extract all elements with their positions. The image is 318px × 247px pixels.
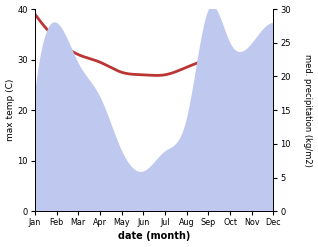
Y-axis label: max temp (C): max temp (C) bbox=[5, 79, 15, 141]
Y-axis label: med. precipitation (kg/m2): med. precipitation (kg/m2) bbox=[303, 54, 313, 167]
X-axis label: date (month): date (month) bbox=[118, 231, 190, 242]
